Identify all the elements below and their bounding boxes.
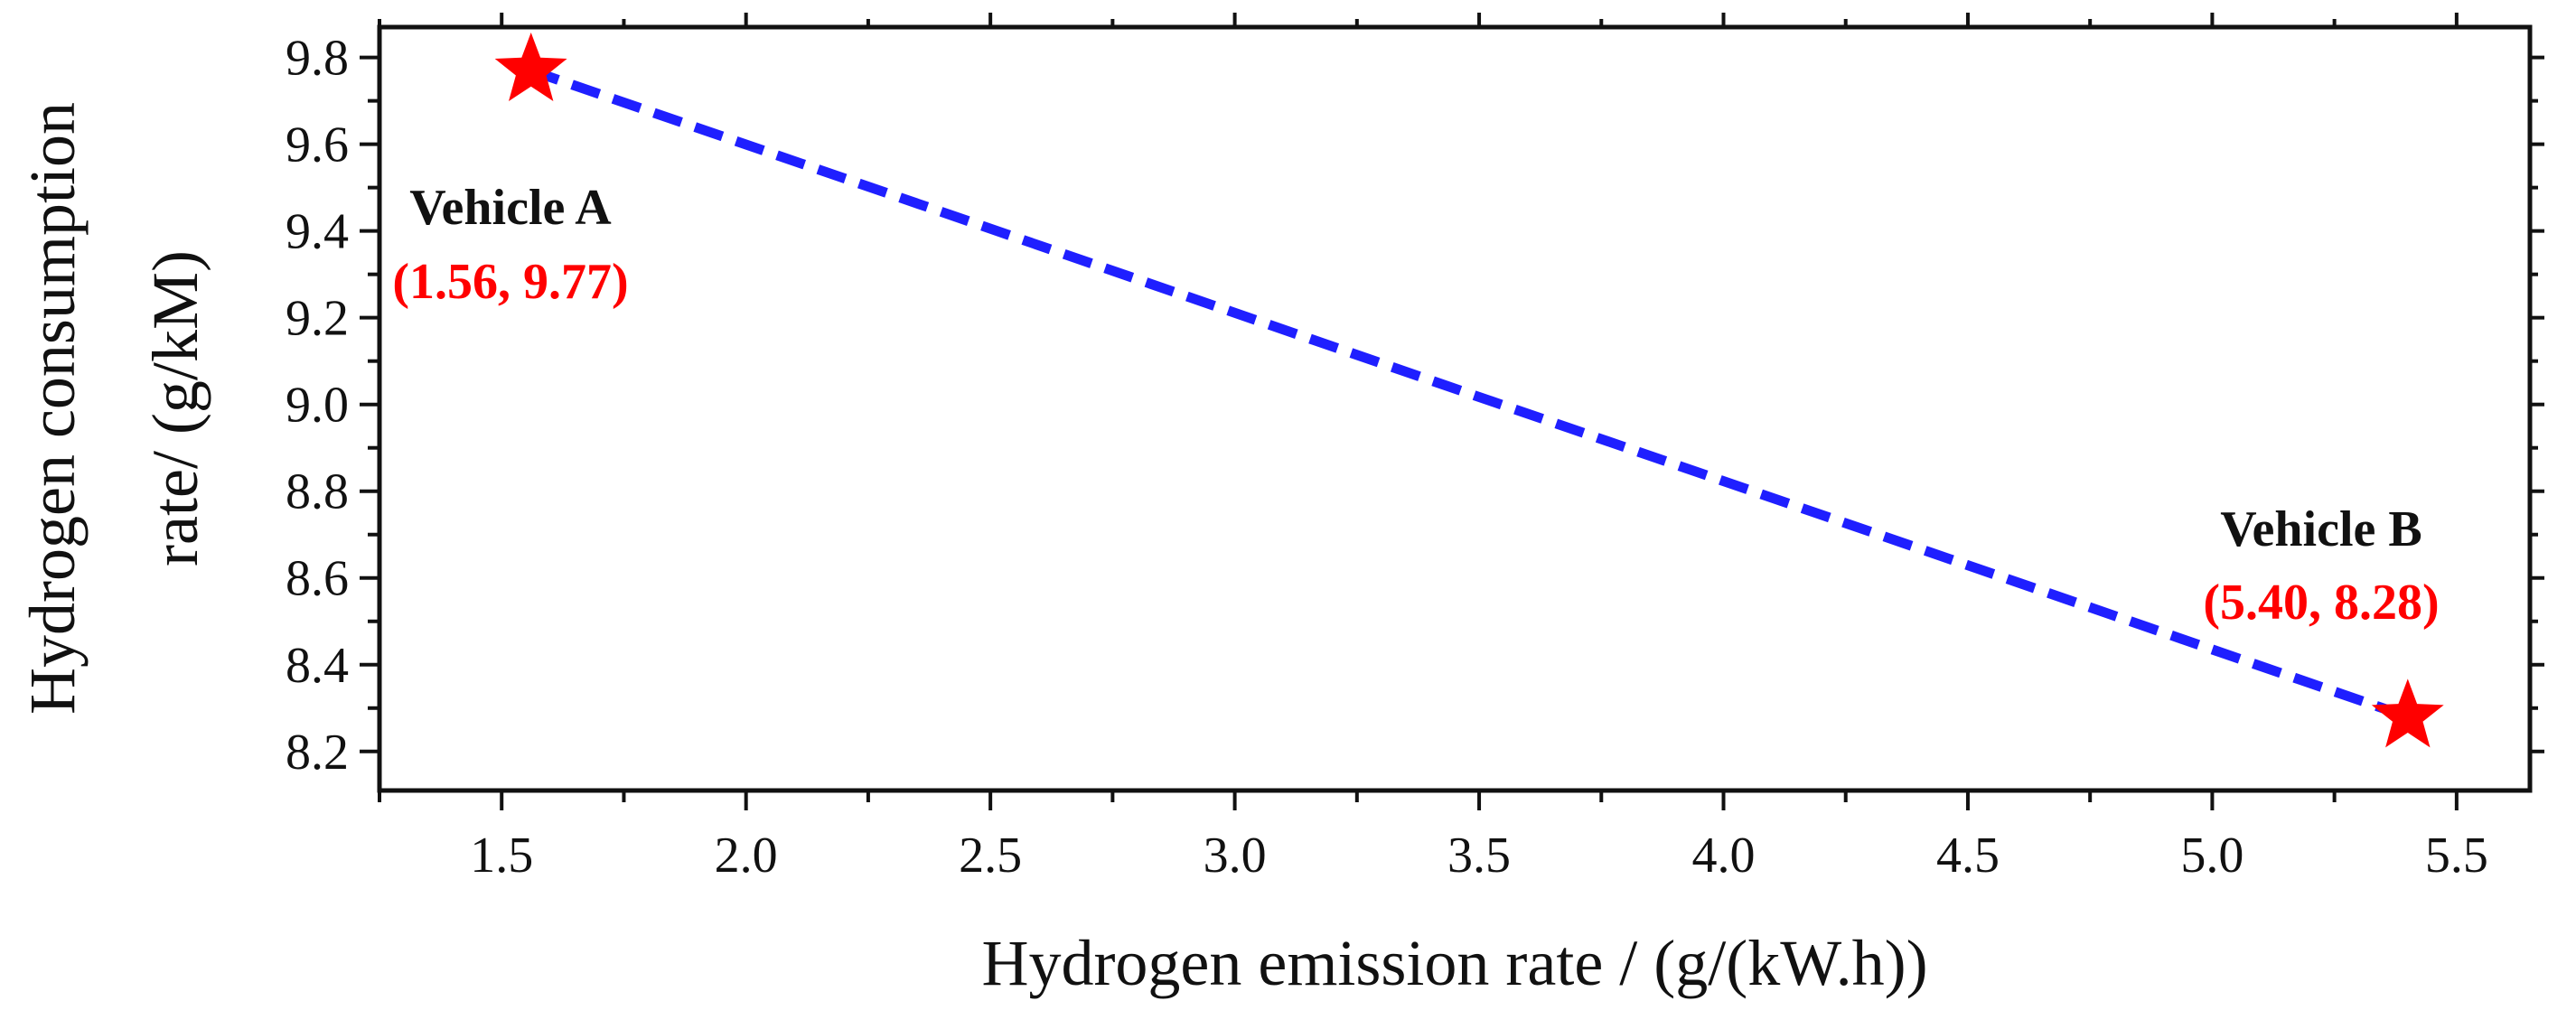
x-tick-label: 3.5 [1447,828,1511,884]
x-tick-label: 5.0 [2180,828,2243,884]
y-tick-label: 8.4 [286,638,349,694]
annotation-vehicle-b-coords: (5.40, 8.28) [2203,575,2439,631]
y-tick-label: 9.2 [286,291,349,347]
y-tick-label: 8.2 [286,725,349,781]
star-marker-vehicle-a [494,33,567,101]
y-axis-ticks: 8.2 8.4 8.6 8.8 9.0 9.2 9.4 9.6 9.8 [286,31,2544,781]
annotation-vehicle-a-coords: (1.56, 9.77) [392,254,628,310]
x-axis-title: Hydrogen emission rate / (g/(kW.h)) [981,927,1927,999]
y-tick-label: 9.4 [286,204,349,260]
x-axis-ticks: 1.5 2.0 2.5 3.0 3.5 4.0 4.5 5.0 5.5 [378,13,2488,884]
x-tick-label: 1.5 [470,828,533,884]
y-tick-label: 9.0 [286,378,349,434]
x-tick-label: 3.0 [1204,828,1267,884]
x-tick-label: 2.0 [715,828,778,884]
y-tick-label: 8.6 [286,551,349,607]
y-axis-title-line-2: rate/ (g/kM) [139,250,211,566]
annotation-vehicle-b-name: Vehicle B [2220,501,2421,557]
x-tick-label: 5.5 [2425,828,2488,884]
star-marker-vehicle-b [2371,678,2444,748]
series-layer [494,33,2444,748]
y-tick-label: 8.8 [286,464,349,520]
y-tick-label: 9.6 [286,117,349,173]
plot-frame [377,24,2533,793]
y-axis-title-line-1: Hydrogen consumption [16,102,89,715]
y-tick-label: 9.8 [286,31,349,87]
annotation-vehicle-a-name: Vehicle A [409,180,612,236]
x-tick-label: 2.5 [959,828,1022,884]
x-tick-label: 4.5 [1936,828,2000,884]
dashed-trend-line [529,65,2410,722]
x-tick-label: 4.0 [1692,828,1756,884]
